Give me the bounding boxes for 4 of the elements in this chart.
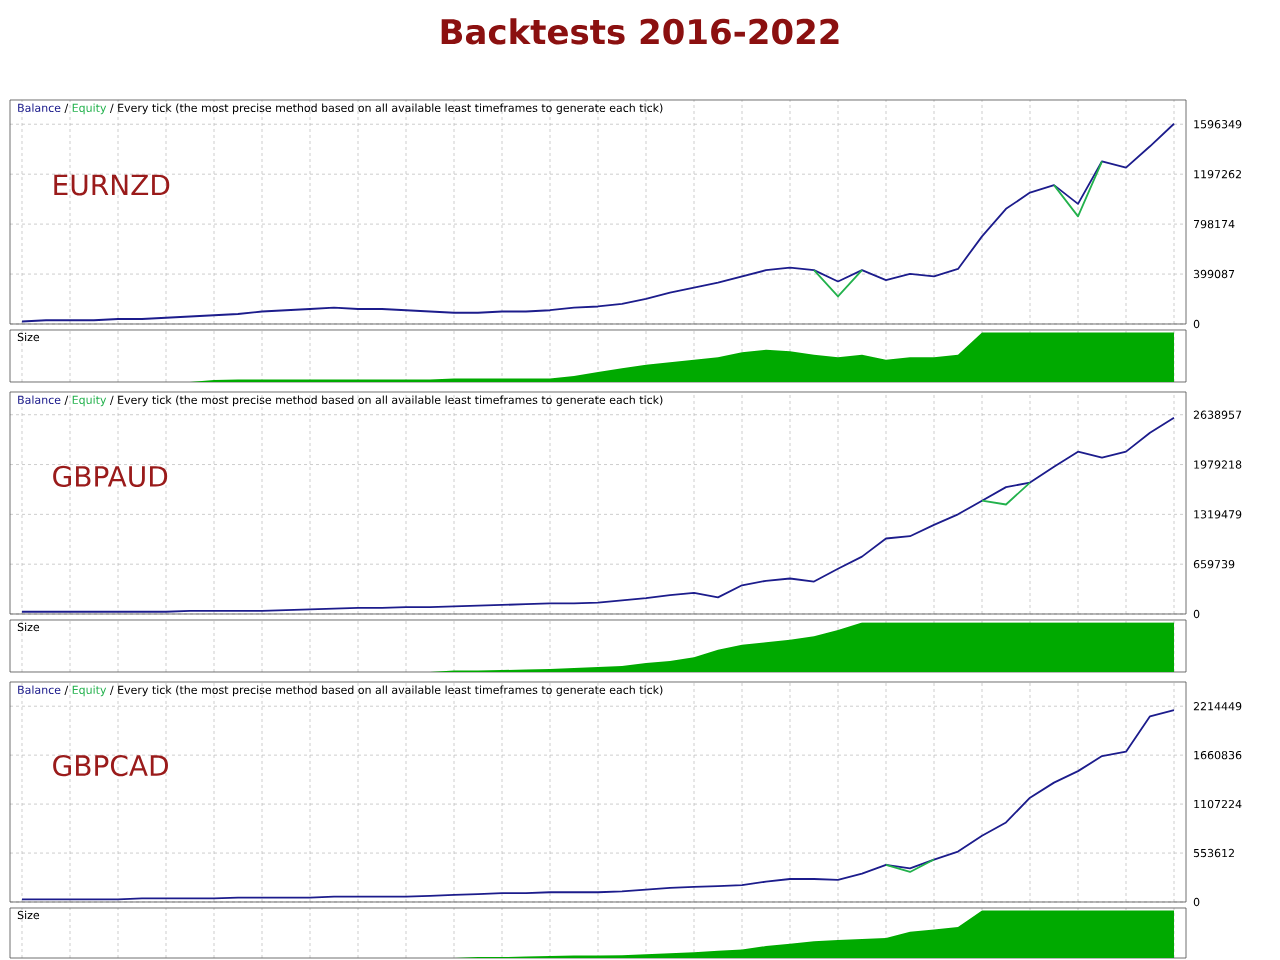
- annotation: EURNZD: [54, 174, 170, 196]
- annotation: GBPCAD: [53, 755, 168, 777]
- chart-title: Backtests 2016-2022: [441, 18, 839, 45]
- annotation: GBPAUD: [53, 465, 168, 487]
